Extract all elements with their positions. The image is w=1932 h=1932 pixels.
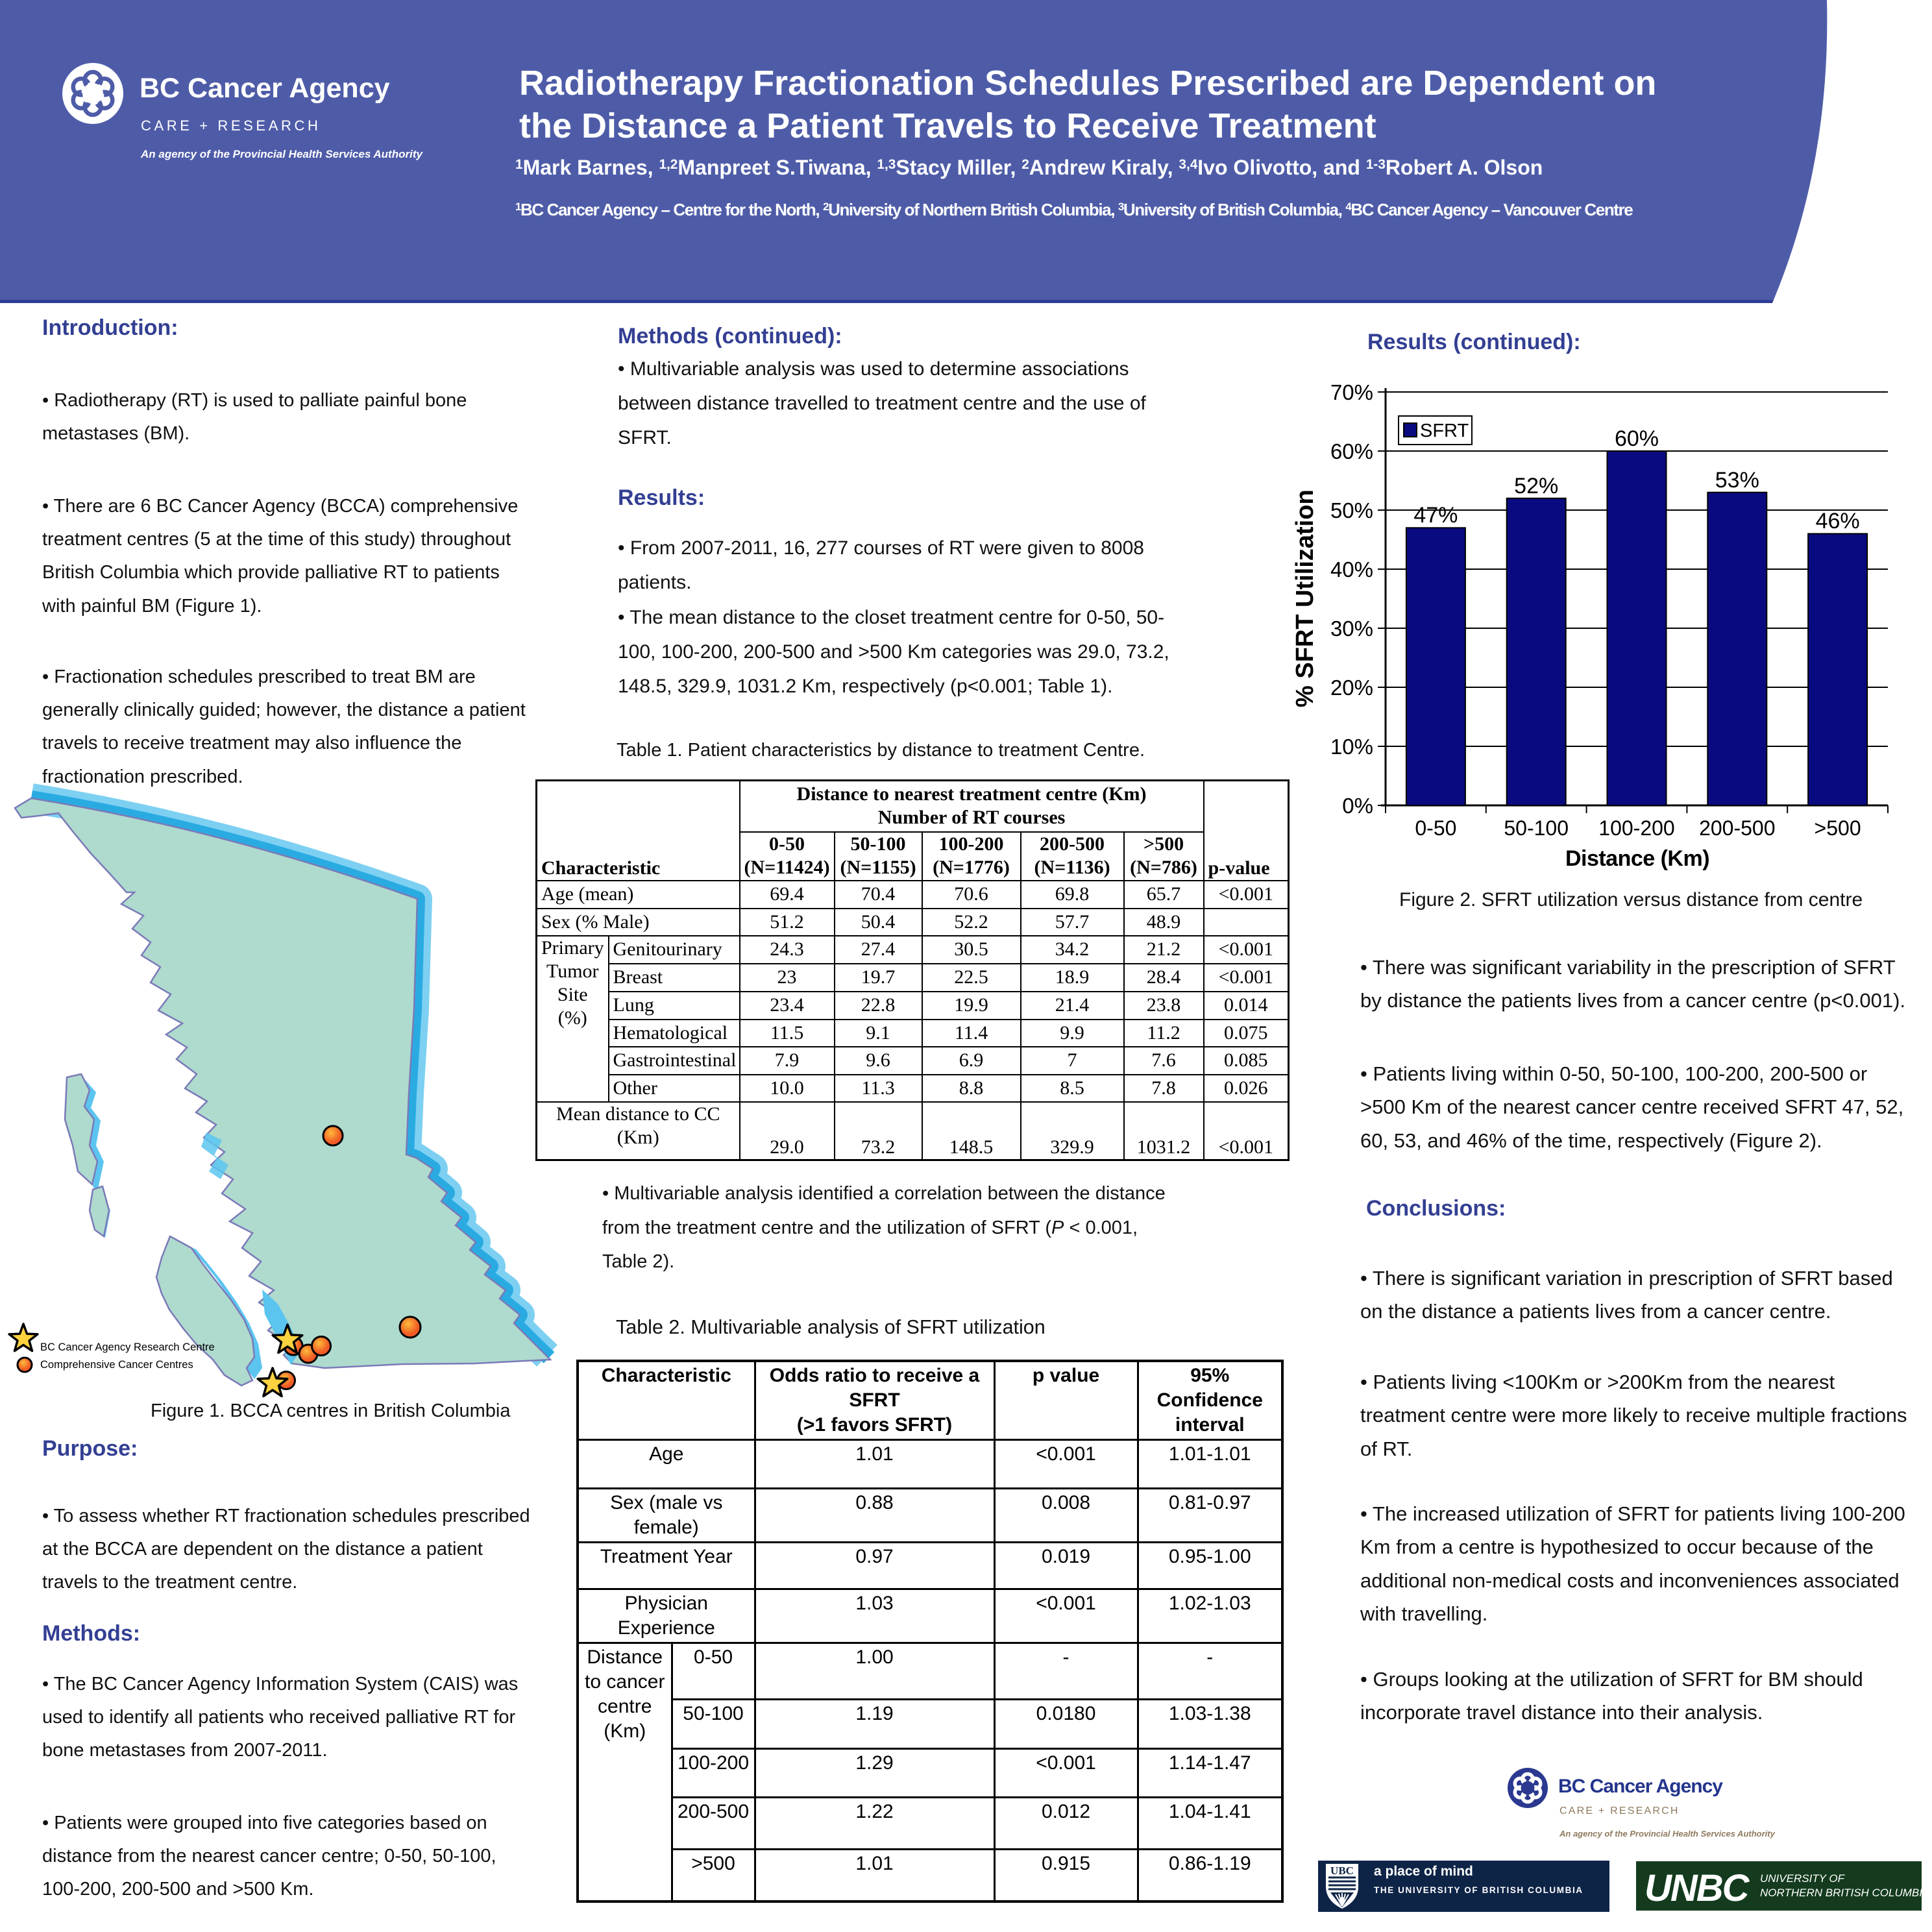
svg-text:BC Cancer Agency Research Cent: BC Cancer Agency Research Centre <box>40 1341 215 1353</box>
svg-text:10%: 10% <box>1330 735 1373 759</box>
svg-text:50%: 50% <box>1330 498 1373 522</box>
svg-text:0%: 0% <box>1342 794 1373 818</box>
svg-text:52%: 52% <box>1514 474 1558 498</box>
svg-text:200-500: 200-500 <box>1699 816 1775 840</box>
svg-text:60%: 60% <box>1330 439 1373 463</box>
svg-text:Comprehensive Cancer Centres: Comprehensive Cancer Centres <box>40 1359 193 1371</box>
svg-text:47%: 47% <box>1413 503 1458 528</box>
svg-text:20%: 20% <box>1330 676 1373 700</box>
svg-text:70%: 70% <box>1330 380 1373 404</box>
svg-text:0-50: 0-50 <box>1415 816 1456 840</box>
svg-text:53%: 53% <box>1715 468 1759 493</box>
svg-text:UBC: UBC <box>1330 1865 1354 1877</box>
svg-text:>500: >500 <box>1815 816 1861 840</box>
svg-text:100-200: 100-200 <box>1598 816 1674 840</box>
svg-text:Distance (Km): Distance (Km) <box>1565 846 1709 871</box>
svg-text:60%: 60% <box>1615 426 1659 451</box>
svg-text:30%: 30% <box>1330 617 1373 641</box>
svg-text:SFRT: SFRT <box>1420 421 1469 441</box>
svg-text:40%: 40% <box>1330 557 1373 581</box>
svg-text:50-100: 50-100 <box>1504 816 1569 840</box>
svg-text:46%: 46% <box>1816 509 1860 533</box>
